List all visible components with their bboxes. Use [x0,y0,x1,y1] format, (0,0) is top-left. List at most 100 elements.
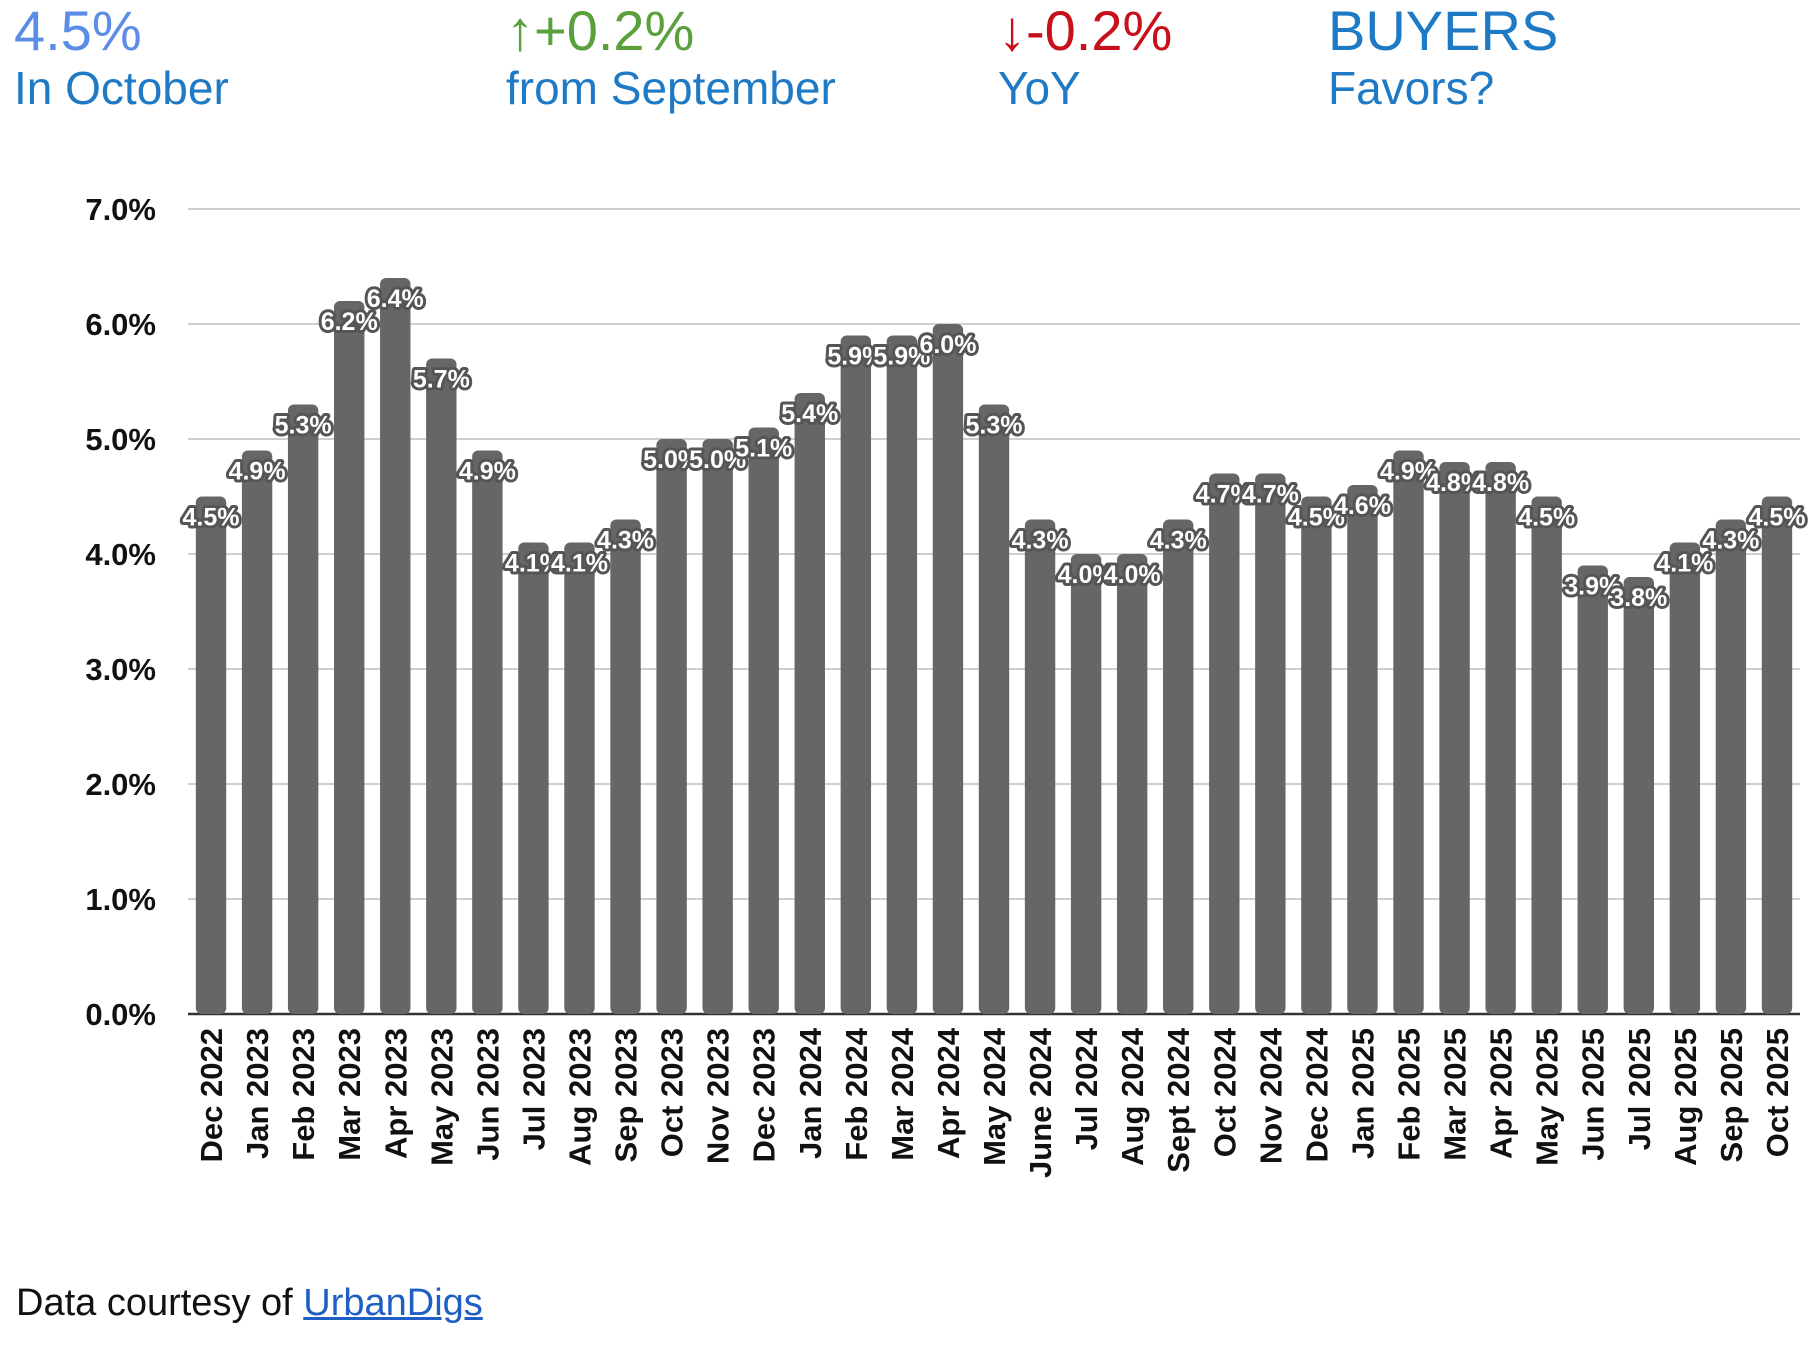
data-label: 6.0% [919,331,976,359]
data-label: 4.7% [1242,481,1299,509]
y-tick-label: 1.0% [85,882,156,917]
bar [840,335,872,1014]
x-tick-label: Nov 2023 [701,1028,736,1164]
x-tick-label: Dec 2022 [194,1028,229,1162]
x-tick-label: Apr 2025 [1484,1028,1519,1159]
bar [794,393,825,1014]
data-label: 5.1% [735,435,792,463]
bar [564,542,595,1014]
bar [380,278,411,1014]
x-tick-label: Aug 2024 [1115,1027,1150,1166]
data-label: 4.5% [1748,504,1805,532]
data-label: 4.1% [1656,550,1713,578]
bar [1485,462,1516,1014]
data-label: 4.1% [505,550,562,578]
x-tick-label: Apr 2024 [931,1027,966,1159]
y-tick-label: 2.0% [85,767,156,802]
footer-credit: Data courtesy of UrbanDigs [16,1282,483,1325]
x-tick-label: Dec 2024 [1299,1027,1334,1162]
data-label: 4.9% [1380,458,1437,486]
data-label: 5.0% [643,446,700,474]
data-label: 5.9% [873,343,930,371]
stat-year-over-year: ↓-0.2% YoY [998,0,1172,114]
x-tick-label: Sep 2023 [609,1028,644,1162]
data-label: 5.0% [689,446,746,474]
bar [702,439,733,1014]
y-tick-label: 4.0% [85,537,156,572]
mom-caption: from September [506,61,836,114]
x-tick-label: Jun 2023 [470,1028,505,1161]
data-label: 4.5% [1288,504,1345,532]
data-label: 4.3% [1702,527,1759,555]
y-tick-label: 0.0% [85,997,156,1032]
bar [195,496,227,1014]
x-tick-label: May 2024 [977,1027,1012,1166]
bar [426,358,457,1014]
footer-prefix: Data courtesy of [16,1282,304,1324]
bar [978,404,1010,1014]
data-label: 4.8% [1472,469,1529,497]
y-tick-label: 7.0% [85,192,156,227]
bar [932,324,964,1014]
data-label: 3.9% [1564,573,1621,601]
stat-month-over-month: ↑+0.2% from September [506,0,836,114]
y-tick-label: 3.0% [85,652,156,687]
x-tick-label: Feb 2023 [286,1028,321,1161]
x-tick-label: Apr 2023 [378,1028,413,1159]
x-tick-label: May 2023 [424,1028,459,1166]
favors-caption: Favors? [1328,61,1495,114]
urbandigs-link[interactable]: UrbanDigs [303,1282,483,1324]
bar [287,404,319,1014]
data-label: 4.3% [597,527,654,555]
x-tick-label: Oct 2025 [1760,1028,1795,1157]
bar [472,450,503,1014]
bar [886,335,918,1014]
x-tick-label: Jul 2023 [516,1028,551,1150]
bar [1393,450,1424,1014]
x-tick-label: Mar 2023 [332,1028,367,1161]
bar [748,427,779,1014]
bar [1070,554,1102,1014]
x-tick-label: Dec 2023 [747,1028,782,1162]
bars [195,278,1793,1014]
y-tick-label: 5.0% [85,422,156,457]
data-label: 4.7% [1196,481,1253,509]
data-label: 4.1% [551,550,608,578]
data-label: 6.2% [321,308,378,336]
bar [334,301,365,1014]
x-tick-label: Jun 2025 [1576,1028,1611,1161]
bar [1669,542,1701,1014]
bar [1116,554,1148,1014]
rate-value: 4.5% [14,0,142,62]
bar [1715,519,1747,1014]
yoy-value: ↓-0.2% [998,0,1173,62]
bar-chart: 0.0% 1.0% 2.0% 3.0% 4.0% 5.0% 6.0% 7.0% 4.5% 4.9… [85,192,1809,1178]
y-axis: 0.0% 1.0% 2.0% 3.0% 4.0% 5.0% 6.0% 7.0% [85,192,156,1032]
x-tick-label: Jan 2025 [1345,1028,1380,1159]
x-tick-label: Jul 2024 [1069,1027,1104,1150]
bar [1163,519,1194,1014]
bar [1255,473,1286,1014]
data-label: 4.6% [1334,492,1391,520]
data-label: 4.0% [1104,561,1161,589]
data-label: 4.5% [183,504,240,532]
data-label: 3.8% [1610,584,1667,612]
x-tick-label: Oct 2024 [1207,1027,1242,1157]
x-tick-label: Mar 2024 [885,1027,920,1160]
rate-caption: In October [14,61,229,114]
data-label: 6.4% [367,285,424,313]
bar [1347,485,1378,1014]
bar [518,542,549,1014]
bar [1623,577,1654,1014]
bar [1024,519,1056,1014]
x-tick-label: Feb 2025 [1392,1028,1427,1161]
mom-value: ↑+0.2% [506,0,695,62]
yoy-caption: YoY [998,61,1081,114]
x-tick-label: Feb 2024 [839,1027,874,1160]
x-tick-label: Aug 2025 [1668,1028,1703,1166]
data-labels: 4.5%4.9%5.3%6.2%6.4%5.7%4.9%4.1%4.1%4.3%… [180,282,1809,615]
x-tick-label: Aug 2023 [562,1028,597,1166]
x-tick-label: Sept 2024 [1161,1027,1196,1173]
bar [1761,496,1793,1014]
stat-rate: 4.5% In October [14,0,229,114]
